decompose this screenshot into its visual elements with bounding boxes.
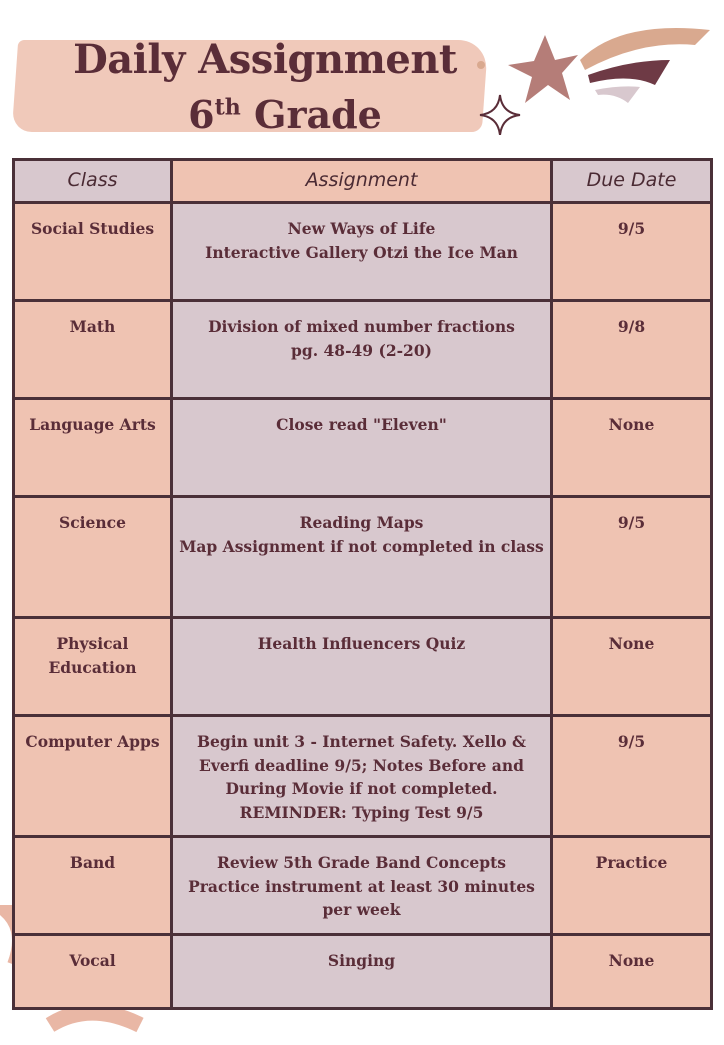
assignment-line: pg. 48-49 (2-20): [291, 340, 432, 360]
page-subtitle: 6th Grade: [20, 92, 550, 137]
assignment-line: Map Assignment if not completed in class: [179, 536, 544, 556]
assignment-line: Division of mixed number fractions: [208, 317, 515, 336]
page-title: Daily Assignment: [73, 36, 457, 83]
due-date-cell: None: [550, 933, 713, 1010]
class-cell: Math: [12, 299, 173, 400]
class-cell: Social Studies: [12, 201, 173, 302]
assignment-line: Practice instrument at least 30 minutes …: [188, 876, 535, 920]
assignment-line: Singing: [327, 951, 396, 970]
assignment-line: New Ways of Life: [287, 219, 436, 238]
assignment-line: Interactive Gallery Otzi the Ice Man: [205, 242, 518, 262]
due-date-cell: Practice: [550, 835, 713, 936]
column-header-assignment: Assignment: [170, 158, 553, 204]
table-row: Social Studies New Ways of Life Interactiv…: [12, 201, 713, 302]
grade-word: Grade: [254, 92, 382, 137]
grade-number: 6: [188, 92, 215, 137]
due-date-cell: 9/5: [550, 495, 713, 619]
due-date-cell: None: [550, 397, 713, 498]
class-cell: Computer Apps: [12, 714, 173, 838]
assignment-line: Review 5th Grade Band Concepts: [216, 853, 506, 872]
assignment-line: Close read "Eleven": [276, 415, 447, 434]
assignment-line: REMINDER: Typing Test 9/5: [239, 802, 484, 822]
class-cell: Vocal: [12, 933, 173, 1010]
shooting-star-icon: [477, 28, 710, 135]
assignment-cell: Review 5th Grade Band Concepts Practice i…: [170, 835, 553, 936]
assignment-cell: Reading Maps Map Assignment if not comple…: [170, 495, 553, 619]
table-row: Vocal Singing None: [12, 933, 713, 1010]
table-row: Language Arts Close read "Eleven" None: [12, 397, 713, 498]
due-date-cell: None: [550, 616, 713, 717]
class-cell: Physical Education: [12, 616, 173, 717]
due-date-cell: 9/5: [550, 714, 713, 838]
assignment-table: Class Assignment Due Date Social Studies…: [12, 158, 713, 1010]
table-row: Science Reading Maps Map Assignment if not…: [12, 495, 713, 619]
assignment-cell: Division of mixed number fractions pg. 48…: [170, 299, 553, 400]
table-header-row: Class Assignment Due Date: [12, 158, 713, 204]
grade-suffix: th: [214, 94, 241, 121]
column-header-due-date: Due Date: [550, 158, 713, 204]
due-date-cell: 9/8: [550, 299, 713, 400]
assignment-cell: Begin unit 3 - Internet Safety. Xello & …: [170, 714, 553, 838]
due-date-cell: 9/5: [550, 201, 713, 302]
assignment-cell: New Ways of Life Interactive Gallery Otzi…: [170, 201, 553, 302]
table-row: Math Division of mixed number fractions pg…: [12, 299, 713, 400]
assignment-line: Begin unit 3 - Internet Safety. Xello & …: [196, 732, 527, 798]
assignment-cell: Close read "Eleven": [170, 397, 553, 498]
class-cell: Science: [12, 495, 173, 619]
table-row: Band Review 5th Grade Band Concepts Practi…: [12, 835, 713, 936]
table-row: Computer Apps Begin unit 3 - Internet Saf…: [12, 714, 713, 838]
table-row: Physical Education Health Influencers Qui…: [12, 616, 713, 717]
column-header-class: Class: [12, 158, 173, 204]
class-cell: Language Arts: [12, 397, 173, 498]
assignment-cell: Health Influencers Quiz: [170, 616, 553, 717]
class-cell: Band: [12, 835, 173, 936]
assignment-line: Reading Maps: [299, 513, 424, 532]
assignment-line: Health Influencers Quiz: [257, 634, 466, 653]
assignment-cell: Singing: [170, 933, 553, 1010]
